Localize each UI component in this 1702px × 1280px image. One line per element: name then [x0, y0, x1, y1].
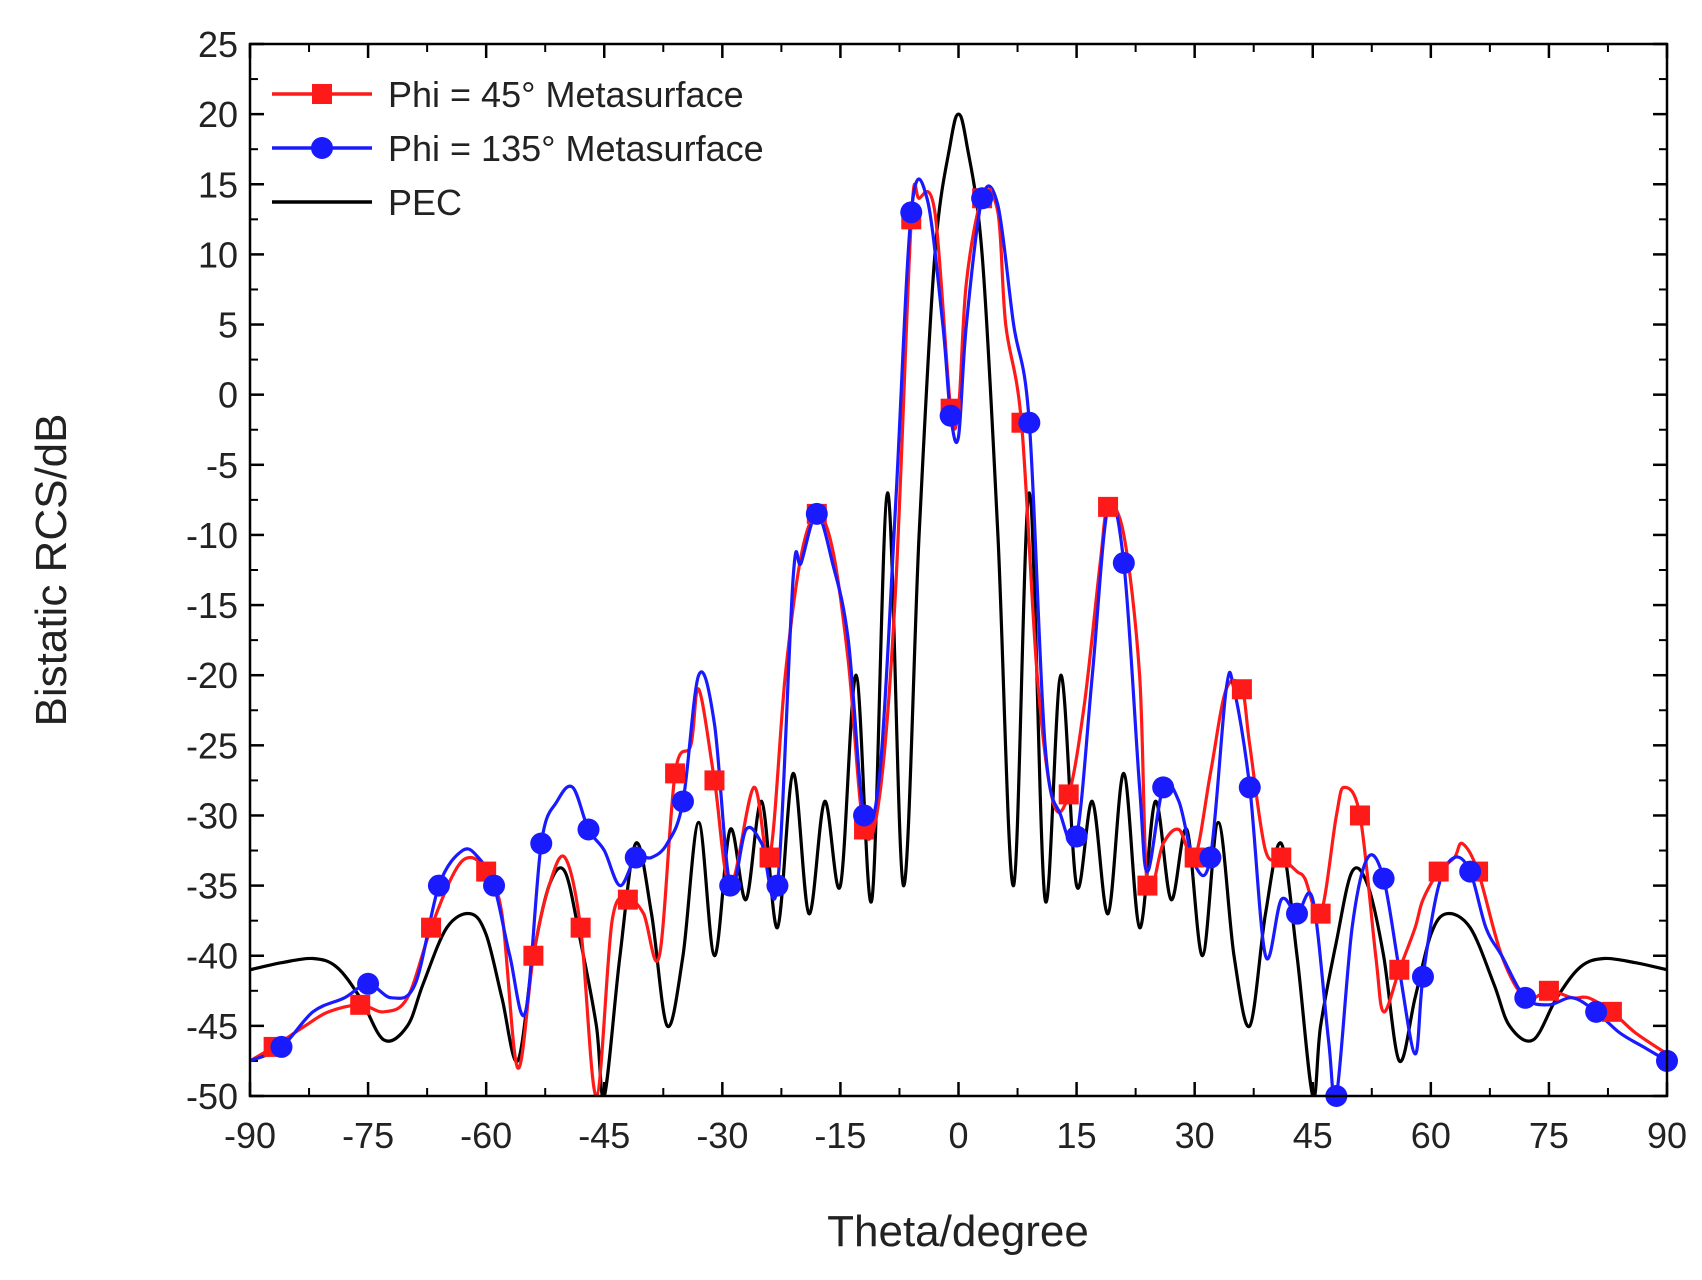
- data-point-phi135: [428, 875, 450, 897]
- x-tick-label: -60: [460, 1115, 512, 1156]
- y-tick-label: -15: [186, 585, 238, 626]
- data-point-phi45: [350, 995, 370, 1015]
- data-point-phi135: [1585, 1001, 1607, 1023]
- y-tick-label: -20: [186, 655, 238, 696]
- data-point-phi45: [1137, 876, 1157, 896]
- tick-layer: [250, 44, 1667, 1096]
- data-point-phi135: [1412, 966, 1434, 988]
- y-tick-label: 20: [198, 94, 238, 135]
- data-point-phi135: [1199, 847, 1221, 869]
- data-point-phi135: [625, 847, 647, 869]
- data-point-phi45: [421, 918, 441, 938]
- y-tick-label: -35: [186, 866, 238, 907]
- y-tick-label: -30: [186, 795, 238, 836]
- series-line-pec: [250, 114, 1667, 1097]
- x-tick-label: 75: [1529, 1115, 1569, 1156]
- y-tick-label: 10: [198, 234, 238, 275]
- data-point-phi135: [483, 875, 505, 897]
- marker-layer: [264, 187, 1678, 1107]
- y-tick-label: -45: [186, 1006, 238, 1047]
- y-axis-title: Bistatic RCS/dB: [27, 414, 76, 727]
- y-tick-label: -5: [206, 445, 238, 486]
- chart-root: -90 -75 -60 -45 -30 -15 0 15 30 45 60 75 90 25 20 15 10 5…: [0, 0, 1702, 1280]
- y-tick-label: 15: [198, 164, 238, 205]
- legend-label: Phi = 45° Metasurface: [388, 74, 744, 115]
- y-tick-label: 25: [198, 24, 238, 65]
- data-point-phi135: [1113, 552, 1135, 574]
- y-tick-label: -40: [186, 936, 238, 977]
- data-point-phi45: [704, 770, 724, 790]
- data-point-phi45: [1098, 497, 1118, 517]
- data-point-phi135: [578, 818, 600, 840]
- data-point-phi45: [523, 946, 543, 966]
- x-tick-label: 90: [1647, 1115, 1687, 1156]
- legend-label: Phi = 135° Metasurface: [388, 128, 764, 169]
- y-tick-label: -10: [186, 515, 238, 556]
- x-axis-title: Theta/degree: [827, 1207, 1089, 1256]
- x-tick-label: -90: [224, 1115, 276, 1156]
- series-line-phi135: [250, 179, 1667, 1101]
- plot-frame: [250, 44, 1667, 1096]
- data-point-phi135: [940, 405, 962, 427]
- data-point-phi135: [1152, 776, 1174, 798]
- data-point-phi45: [760, 848, 780, 868]
- data-point-phi135: [1514, 987, 1536, 1009]
- x-tick-label: 30: [1175, 1115, 1215, 1156]
- data-point-phi45: [618, 890, 638, 910]
- data-point-phi135: [1459, 861, 1481, 883]
- data-point-phi135: [1373, 868, 1395, 890]
- legend-marker: [312, 84, 332, 104]
- x-tick-label: -45: [578, 1115, 630, 1156]
- data-point-phi135: [766, 875, 788, 897]
- x-tick-label: -15: [814, 1115, 866, 1156]
- data-point-phi135: [357, 973, 379, 995]
- data-point-phi45: [665, 763, 685, 783]
- data-point-phi135: [853, 804, 875, 826]
- data-point-phi135: [971, 187, 993, 209]
- data-point-phi135: [806, 503, 828, 525]
- data-point-phi45: [1350, 805, 1370, 825]
- x-tick-label: -75: [342, 1115, 394, 1156]
- y-tick-label: 0: [218, 375, 238, 416]
- x-tick-label: 60: [1411, 1115, 1451, 1156]
- data-point-phi45: [1271, 848, 1291, 868]
- y-tick-label: 5: [218, 305, 238, 346]
- data-point-phi45: [1429, 862, 1449, 882]
- chart-svg: -90 -75 -60 -45 -30 -15 0 15 30 45 60 75 90 25 20 15 10 5…: [0, 0, 1702, 1280]
- series-line-phi45: [250, 184, 1667, 1096]
- data-point-phi135: [530, 833, 552, 855]
- data-point-phi135: [1239, 776, 1261, 798]
- data-point-phi45: [571, 918, 591, 938]
- x-tick-label: 0: [948, 1115, 968, 1156]
- x-tick-label: 45: [1293, 1115, 1333, 1156]
- legend: Phi = 45° Metasurface Phi = 135° Metasurf…: [272, 74, 764, 223]
- data-point-phi135: [1018, 412, 1040, 434]
- legend-marker: [311, 137, 333, 159]
- data-point-phi135: [719, 875, 741, 897]
- data-point-phi45: [1389, 960, 1409, 980]
- series-layer: [250, 114, 1667, 1101]
- data-point-phi45: [1232, 679, 1252, 699]
- legend-label: PEC: [388, 182, 462, 223]
- data-point-phi135: [672, 790, 694, 812]
- data-point-phi45: [1059, 784, 1079, 804]
- data-point-phi45: [1539, 981, 1559, 1001]
- data-point-phi135: [900, 201, 922, 223]
- data-point-phi45: [1311, 904, 1331, 924]
- data-point-phi135: [1066, 826, 1088, 848]
- data-point-phi135: [270, 1036, 292, 1058]
- data-point-phi135: [1286, 903, 1308, 925]
- x-tick-label: 15: [1057, 1115, 1097, 1156]
- x-tick-label: -30: [696, 1115, 748, 1156]
- y-tick-label: -50: [186, 1076, 238, 1117]
- y-tick-label: -25: [186, 725, 238, 766]
